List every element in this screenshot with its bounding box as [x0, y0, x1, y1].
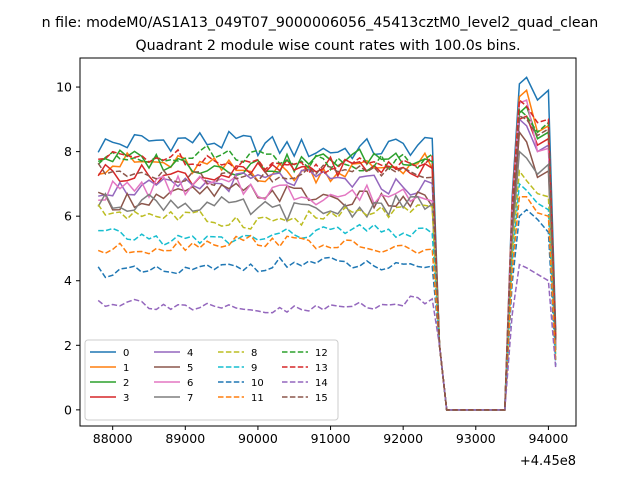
legend-label-15: 15: [315, 393, 328, 404]
y-tick-label: 2: [64, 338, 72, 353]
legend-label-10: 10: [251, 378, 264, 389]
plot-area: 88000 89000 90000 91000 92000 93000 94000 0 2 4 6…: [56, 57, 577, 469]
figure-suptitle: n file: modeM0/AS1A13_049T07_9000006056_…: [42, 15, 599, 31]
x-tick-label: 90000: [238, 431, 278, 446]
x-tick-label: 92000: [383, 431, 423, 446]
x-tick-label: 89000: [165, 431, 205, 446]
x-tick-label: 93000: [456, 431, 496, 446]
legend-label-13: 13: [315, 363, 328, 374]
series-line-9: [98, 182, 557, 411]
y-tick-label: 8: [64, 144, 72, 159]
x-tick-label: 91000: [311, 431, 351, 446]
legend-label-12: 12: [315, 348, 328, 359]
legend-label-14: 14: [315, 378, 328, 389]
x-offset-label: +4.45e8: [520, 454, 576, 469]
legend-label-1: 1: [123, 363, 129, 374]
legend-label-9: 9: [251, 363, 257, 374]
legend-label-3: 3: [123, 393, 129, 404]
legend-frame: [84, 339, 339, 421]
legend-label-8: 8: [251, 348, 257, 359]
series-line-15: [97, 114, 557, 411]
chart-title: Quadrant 2 module wise count rates with …: [135, 38, 520, 54]
legend-label-0: 0: [123, 348, 129, 359]
series-line-12: [97, 108, 557, 411]
series-line-13: [98, 98, 557, 411]
legend-label-5: 5: [187, 363, 193, 374]
legend-label-2: 2: [123, 378, 129, 389]
legend-label-6: 6: [187, 378, 193, 389]
series-layer: [97, 76, 557, 411]
x-tick-label: 88000: [93, 431, 133, 446]
series-line-0: [97, 76, 557, 411]
y-tick-label: 10: [56, 80, 72, 95]
axes-frame: [79, 57, 577, 427]
series-line-8: [97, 168, 557, 411]
series-line-6: [98, 98, 557, 411]
series-line-3: [97, 115, 557, 411]
series-line-2: [97, 105, 557, 411]
y-tick-label: 0: [64, 402, 72, 417]
legend-label-4: 4: [187, 348, 193, 359]
legend-label-11: 11: [251, 393, 264, 404]
legend-label-7: 7: [187, 393, 193, 404]
series-line-10: [97, 208, 557, 411]
x-tick-label: 94000: [529, 431, 569, 446]
series-line-14: [97, 263, 557, 411]
x-axis-ticks: 88000 89000 90000 91000 92000 93000 94000: [93, 426, 569, 446]
series-line-7: [97, 150, 557, 411]
y-axis-ticks: 0 2 4 6 8 10: [56, 80, 80, 417]
y-tick-label: 4: [64, 273, 72, 288]
y-tick-label: 6: [64, 209, 72, 224]
